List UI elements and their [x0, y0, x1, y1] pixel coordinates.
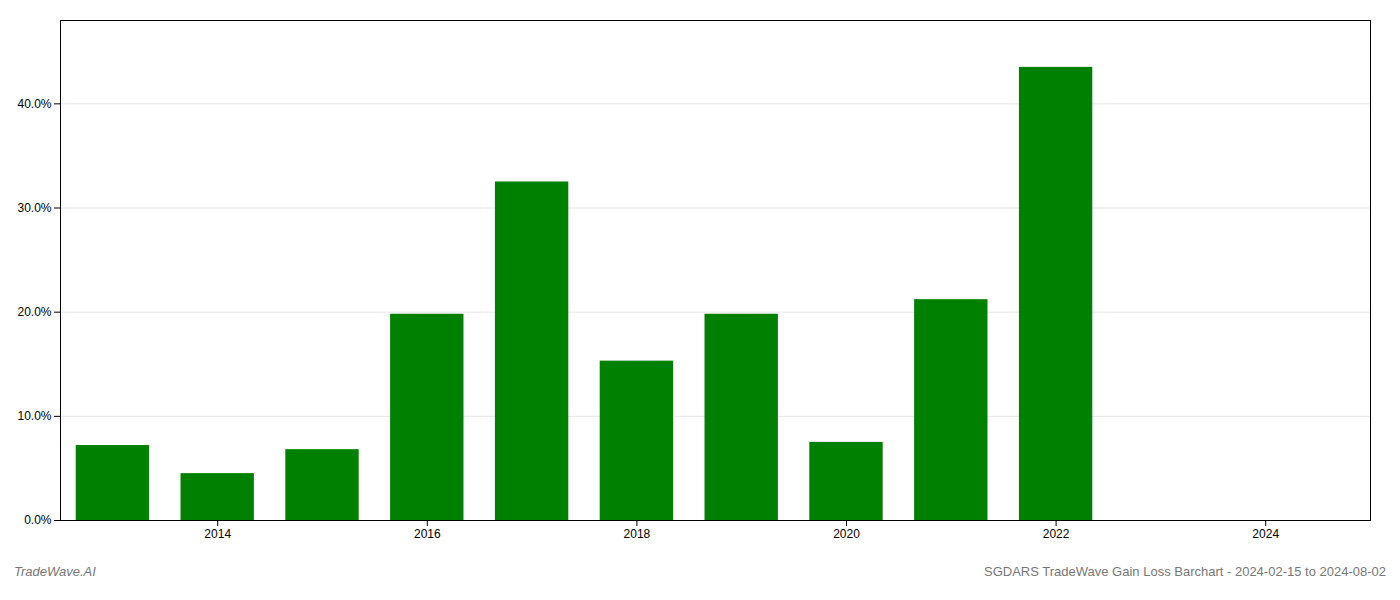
- svg-text:2014: 2014: [204, 527, 231, 541]
- html-text:SGDARS TradeWave Gain Loss Bar: SGDARS TradeWave Gain Loss Barchart - 20…: [984, 564, 1386, 579]
- svg-text:10.0%: 10.0%: [17, 409, 51, 423]
- svg-text:40.0%: 40.0%: [17, 97, 51, 111]
- svg-text:0.0%: 0.0%: [24, 513, 52, 527]
- svg-text:2018: 2018: [624, 527, 651, 541]
- svg-text:2022: 2022: [1043, 527, 1070, 541]
- html-text:TradeWave.AI: TradeWave.AI: [14, 564, 96, 579]
- svg-text:2024: 2024: [1252, 527, 1279, 541]
- svg-text:2016: 2016: [414, 527, 441, 541]
- svg-text:2020: 2020: [833, 527, 860, 541]
- svg-text:30.0%: 30.0%: [17, 201, 51, 215]
- svg-text:20.0%: 20.0%: [17, 305, 51, 319]
